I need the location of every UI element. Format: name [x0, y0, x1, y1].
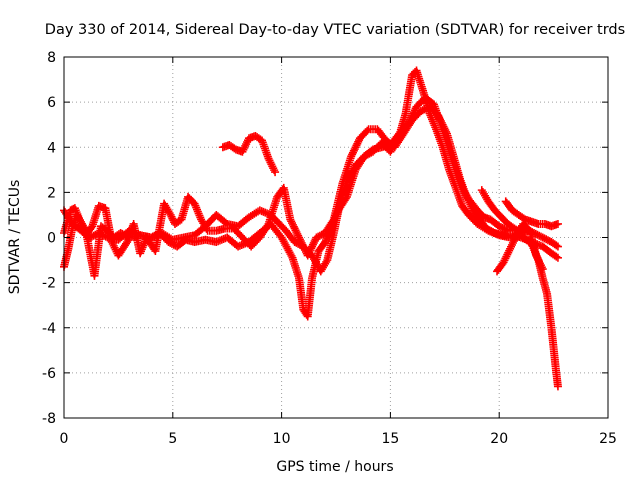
y-tick-label: 8 [47, 50, 56, 66]
x-tick-label: 5 [168, 431, 177, 447]
y-tick-label: -4 [42, 321, 56, 337]
series-markers [60, 66, 562, 391]
series-track-6 [501, 197, 562, 231]
axis-ticks: 0 5 10 15 20 25 -8 -6 -4 -2 0 2 4 6 8 [42, 50, 617, 447]
x-tick-label: 20 [490, 431, 508, 447]
y-tick-label: 4 [47, 140, 56, 156]
y-tick-label: -6 [42, 366, 56, 382]
series-track-7 [493, 219, 547, 276]
y-tick-label: -8 [42, 411, 56, 427]
series-track-3 [60, 93, 562, 276]
series-track-4 [218, 131, 280, 177]
x-tick-label: 25 [599, 431, 617, 447]
x-axis-label: GPS time / hours [276, 459, 393, 475]
y-tick-label: 0 [47, 231, 56, 247]
data-point [553, 242, 562, 251]
data-point [553, 219, 562, 228]
x-tick-label: 15 [381, 431, 399, 447]
y-tick-label: 6 [47, 95, 56, 111]
data-point [271, 168, 280, 177]
data-point [553, 253, 562, 262]
x-tick-label: 0 [60, 431, 69, 447]
y-axis-label: SDTVAR / TECUs [7, 180, 23, 295]
x-tick-label: 10 [273, 431, 291, 447]
data-point [538, 265, 547, 274]
series-track-2 [60, 102, 562, 262]
y-tick-label: 2 [47, 185, 56, 201]
chart-title: Day 330 of 2014, Sidereal Day-to-day VTE… [45, 22, 625, 38]
data-point [553, 382, 562, 391]
y-tick-label: -2 [42, 276, 56, 292]
